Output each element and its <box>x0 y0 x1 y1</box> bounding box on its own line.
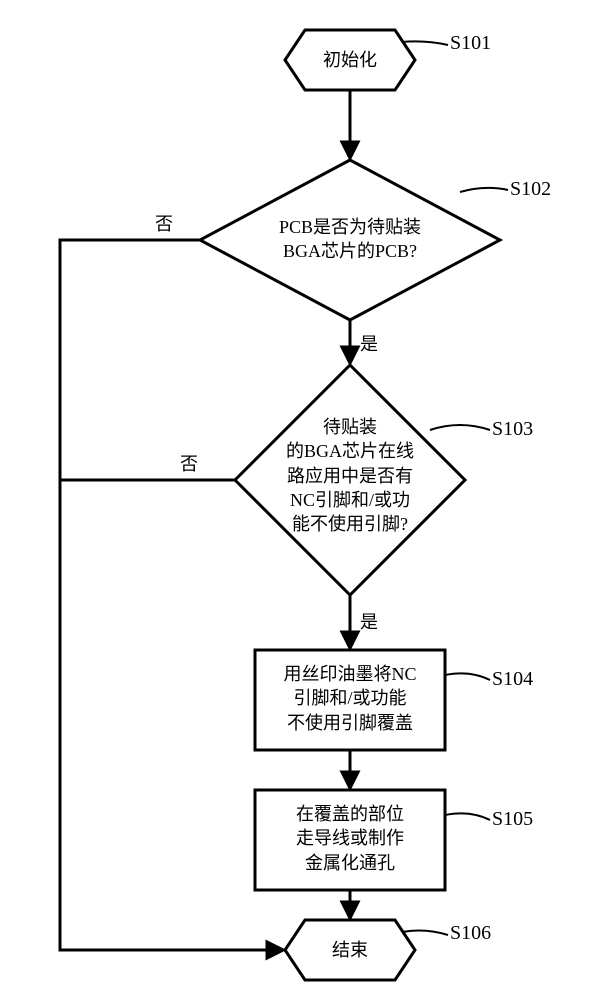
leader-s101 <box>402 41 448 45</box>
node-s105 <box>255 790 445 890</box>
leader-s106 <box>402 931 448 935</box>
edge-label-s103-yes: 是 <box>360 608 378 634</box>
label-s103: S103 <box>492 418 533 441</box>
label-s102: S102 <box>510 178 551 201</box>
edge-label-s102-no: 否 <box>155 210 173 236</box>
label-s104: S104 <box>492 668 533 691</box>
label-s106: S106 <box>450 922 491 945</box>
leader-s104 <box>445 673 490 680</box>
leader-s103 <box>430 425 490 430</box>
flowchart-canvas <box>0 0 593 1000</box>
label-s101: S101 <box>450 32 491 55</box>
node-s104 <box>255 650 445 750</box>
leader-s105 <box>445 813 490 820</box>
edge-label-s102-yes: 是 <box>360 330 378 356</box>
edge-label-s103-no: 否 <box>180 450 198 476</box>
node-s102 <box>200 160 500 320</box>
edge-s102-no <box>60 240 283 950</box>
node-s103 <box>235 365 465 595</box>
label-s105: S105 <box>492 808 533 831</box>
leader-s102 <box>460 188 508 192</box>
node-s106 <box>285 920 415 980</box>
node-s101 <box>285 30 415 90</box>
